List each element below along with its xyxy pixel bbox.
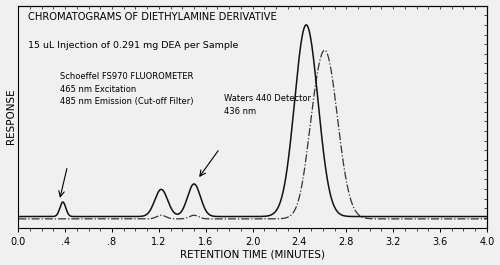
Text: Schoeffel FS970 FLUOROMETER
465 nm Excitation
485 nm Emission (Cut-off Filter): Schoeffel FS970 FLUOROMETER 465 nm Excit…: [60, 72, 194, 106]
Y-axis label: RESPONSE: RESPONSE: [6, 89, 16, 144]
X-axis label: RETENTION TIME (MINUTES): RETENTION TIME (MINUTES): [180, 249, 325, 259]
Text: 15 uL Injection of 0.291 mg DEA per Sample: 15 uL Injection of 0.291 mg DEA per Samp…: [28, 41, 238, 50]
Text: CHROMATOGRAMS OF DIETHYLAMINE DERIVATIVE: CHROMATOGRAMS OF DIETHYLAMINE DERIVATIVE: [28, 12, 276, 22]
Text: Waters 440 Detector
436 nm: Waters 440 Detector 436 nm: [224, 94, 312, 116]
